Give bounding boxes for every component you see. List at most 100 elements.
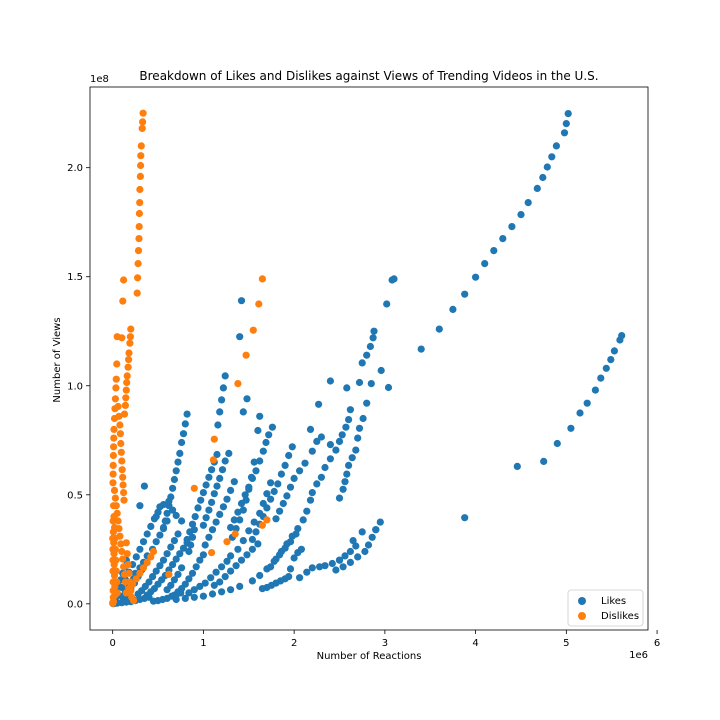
data-point-likes xyxy=(332,566,340,574)
data-point-dislikes xyxy=(118,466,126,474)
data-point-likes xyxy=(335,494,344,502)
data-point-likes xyxy=(306,425,315,433)
data-point-dislikes xyxy=(109,567,117,575)
data-point-likes xyxy=(355,424,364,432)
data-point-likes xyxy=(317,473,325,481)
data-point-dislikes xyxy=(138,124,146,132)
legend-marker-likes xyxy=(578,597,586,605)
data-point-likes xyxy=(236,582,244,591)
data-point-likes xyxy=(212,518,220,526)
data-point-likes xyxy=(283,492,291,500)
data-point-likes xyxy=(243,395,251,403)
y-tick-label: 1.0 xyxy=(67,381,83,392)
data-point-likes xyxy=(339,563,347,571)
data-point-likes xyxy=(346,547,354,556)
data-point-likes xyxy=(214,421,222,429)
data-point-dislikes xyxy=(147,553,155,561)
data-point-likes xyxy=(232,562,240,570)
data-point-likes xyxy=(191,513,199,521)
data-point-dislikes xyxy=(117,448,125,456)
y-offset-text: 1e8 xyxy=(90,74,109,85)
data-point-likes xyxy=(170,576,178,584)
data-point-likes xyxy=(208,466,216,474)
data-point-likes xyxy=(390,275,398,283)
data-point-likes xyxy=(174,570,182,579)
data-point-likes xyxy=(308,447,316,455)
data-point-likes xyxy=(159,523,168,532)
data-point-likes xyxy=(236,516,244,524)
data-point-likes xyxy=(169,506,177,514)
data-point-dislikes xyxy=(210,435,218,443)
data-point-dislikes xyxy=(139,564,148,572)
data-point-likes xyxy=(548,153,556,161)
data-point-likes xyxy=(234,508,242,516)
data-point-dislikes xyxy=(135,235,143,243)
data-point-likes xyxy=(205,506,213,514)
data-point-dislikes xyxy=(110,486,119,494)
data-point-dislikes xyxy=(123,378,131,387)
data-point-dislikes xyxy=(136,569,144,577)
x-tick-label: 3 xyxy=(382,638,388,649)
data-point-likes xyxy=(308,489,316,497)
data-point-likes xyxy=(259,499,267,508)
data-point-likes xyxy=(607,356,615,364)
data-point-likes xyxy=(199,551,207,559)
data-point-dislikes xyxy=(234,380,242,388)
data-point-dislikes xyxy=(208,549,216,557)
data-point-likes xyxy=(472,273,480,281)
data-point-likes xyxy=(352,446,360,454)
data-point-likes xyxy=(239,408,247,416)
data-point-likes xyxy=(321,562,329,570)
data-point-dislikes xyxy=(139,118,147,126)
data-point-dislikes xyxy=(124,561,132,569)
data-point-likes xyxy=(179,430,188,438)
data-point-dislikes xyxy=(119,473,127,481)
data-point-likes xyxy=(276,507,284,515)
data-point-likes xyxy=(210,490,218,498)
data-point-likes xyxy=(205,533,213,541)
x-tick-label: 6 xyxy=(654,638,660,649)
data-point-likes xyxy=(363,351,371,359)
data-point-likes xyxy=(236,333,244,341)
data-point-likes xyxy=(132,553,140,561)
data-point-likes xyxy=(199,521,207,529)
data-point-likes xyxy=(210,581,218,589)
data-point-dislikes xyxy=(109,556,117,564)
data-point-likes xyxy=(299,516,307,524)
data-point-likes xyxy=(252,528,260,536)
data-point-dislikes xyxy=(109,534,117,543)
data-point-dislikes xyxy=(109,587,117,595)
x-offset-text: 1e6 xyxy=(629,650,648,661)
data-point-likes xyxy=(207,574,215,582)
data-point-likes xyxy=(248,577,256,585)
data-point-dislikes xyxy=(118,547,126,556)
data-point-likes xyxy=(270,557,278,565)
data-point-likes xyxy=(230,478,238,486)
data-point-likes xyxy=(143,530,151,538)
data-point-likes xyxy=(349,537,357,545)
data-point-dislikes xyxy=(136,185,144,194)
data-point-likes xyxy=(553,439,561,448)
data-point-likes xyxy=(281,544,289,552)
data-point-likes xyxy=(341,552,349,560)
data-point-likes xyxy=(218,396,226,404)
data-point-likes xyxy=(250,458,258,466)
data-point-likes xyxy=(359,414,367,423)
data-point-likes xyxy=(461,514,469,522)
data-point-likes xyxy=(256,509,264,517)
data-point-likes xyxy=(338,431,346,439)
data-point-likes xyxy=(190,593,198,601)
data-point-likes xyxy=(190,526,198,534)
plot-points xyxy=(109,109,626,608)
data-point-dislikes xyxy=(111,395,119,403)
y-tick-label: 1.5 xyxy=(67,272,83,283)
data-point-likes xyxy=(239,506,247,514)
data-point-likes xyxy=(216,474,224,482)
data-point-dislikes xyxy=(110,502,118,510)
data-point-dislikes xyxy=(132,575,140,583)
data-point-dislikes xyxy=(116,430,124,438)
data-point-likes xyxy=(277,470,285,478)
data-point-likes xyxy=(156,531,164,539)
x-tick-label: 0 xyxy=(109,638,115,649)
data-point-likes xyxy=(237,297,246,305)
